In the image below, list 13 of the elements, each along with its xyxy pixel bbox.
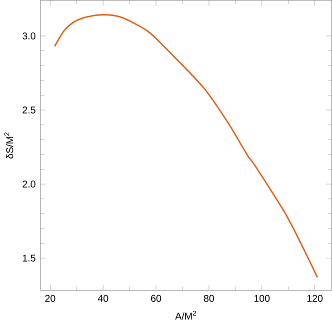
x-tick-label: 100 xyxy=(254,294,270,302)
x-tick-label: 120 xyxy=(307,294,323,302)
y-axis-title: δS/M$^{2}$ xyxy=(4,132,14,159)
y-tick-label: 3.0 xyxy=(22,32,36,40)
line-series xyxy=(54,14,318,278)
x-tick-label: 40 xyxy=(98,294,108,302)
x-axis-title: A/M$^{2}$ xyxy=(175,310,196,320)
y-tick-label: 2.0 xyxy=(22,180,36,188)
x-tick-label: 80 xyxy=(204,294,214,302)
x-tick-label: 60 xyxy=(151,294,162,302)
y-tick-label: 2.5 xyxy=(22,106,36,114)
y-tick-label: 1.5 xyxy=(22,254,36,262)
x-tick-label: 20 xyxy=(45,294,56,302)
